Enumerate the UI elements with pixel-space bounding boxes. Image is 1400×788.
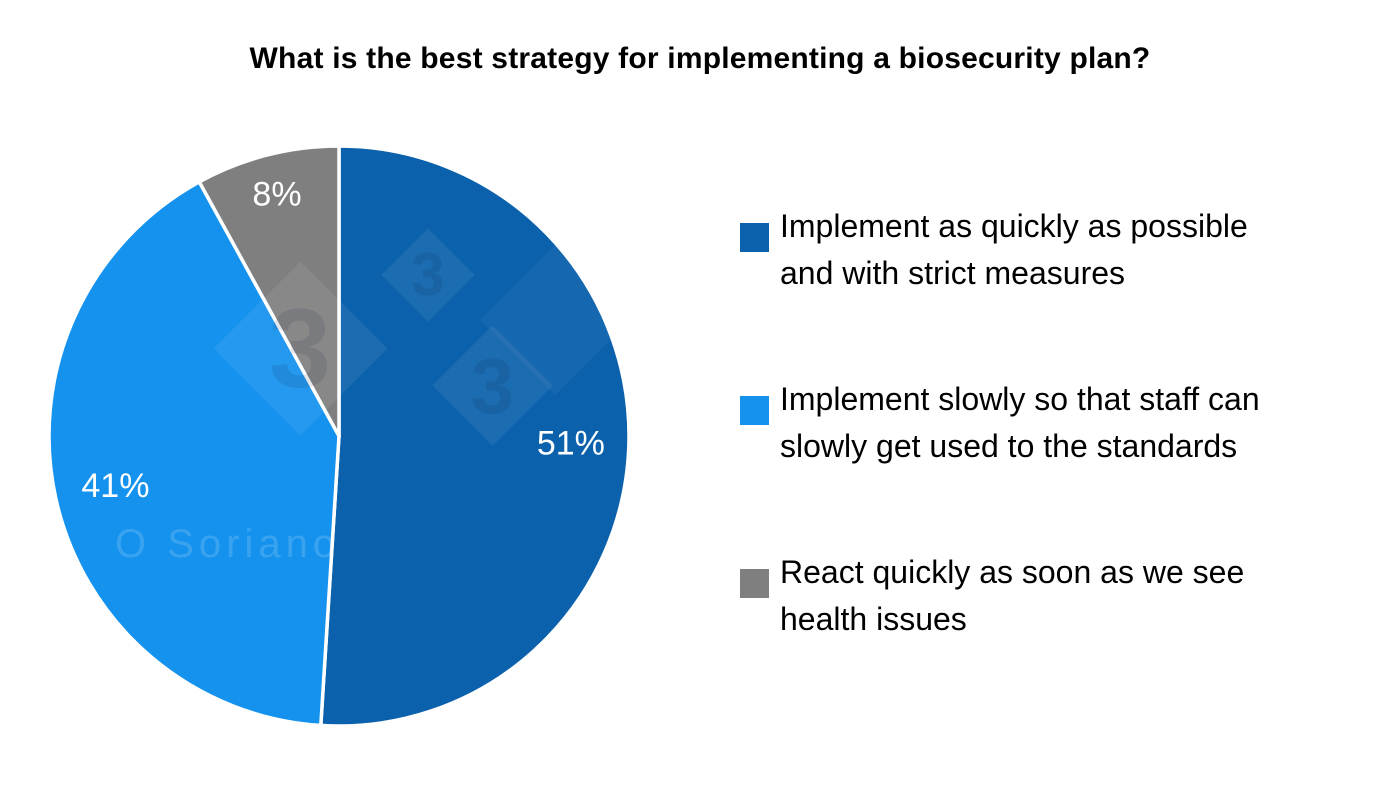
- legend: Implement as quickly as possible and wit…: [740, 203, 1340, 643]
- pie-slice-value-label-2: 8%: [252, 175, 301, 213]
- pie-slice-2: [197, 144, 341, 438]
- chart-title: What is the best strategy for implementi…: [249, 42, 1151, 75]
- legend-label-line: health issues: [780, 601, 967, 637]
- pie-slice-1: [47, 180, 341, 728]
- legend-label: React quickly as soon as we see health i…: [780, 549, 1244, 643]
- legend-label-line: and with strict measures: [780, 255, 1126, 291]
- legend-label: Implement as quickly as possible and wit…: [780, 203, 1248, 297]
- legend-label: Implement slowly so that staff can slowl…: [780, 376, 1260, 470]
- pie-slice-0: [319, 144, 631, 728]
- legend-item-quick-strict: Implement as quickly as possible and wit…: [740, 203, 1340, 297]
- legend-item-react-health: React quickly as soon as we see health i…: [740, 549, 1340, 643]
- legend-label-line: Implement as quickly as possible: [780, 208, 1248, 244]
- legend-label-line: slowly get used to the standards: [780, 428, 1238, 464]
- pie-slice-value-label-1: 41%: [81, 467, 149, 505]
- legend-label-line: React quickly as soon as we see: [780, 554, 1245, 590]
- pie-chart: 51%41%8% 333 O Soriano: [39, 136, 639, 736]
- legend-swatch-dark-blue: [740, 223, 769, 252]
- legend-label-line: Implement slowly so that staff can: [780, 381, 1260, 417]
- legend-item-slow-standards: Implement slowly so that staff can slowl…: [740, 376, 1340, 470]
- legend-swatch-light-blue: [740, 396, 769, 425]
- legend-swatch-gray: [740, 569, 769, 598]
- pie-svg: 51% 41% 8%: [47, 144, 631, 728]
- pie-slice-value-label-0: 51%: [537, 424, 605, 462]
